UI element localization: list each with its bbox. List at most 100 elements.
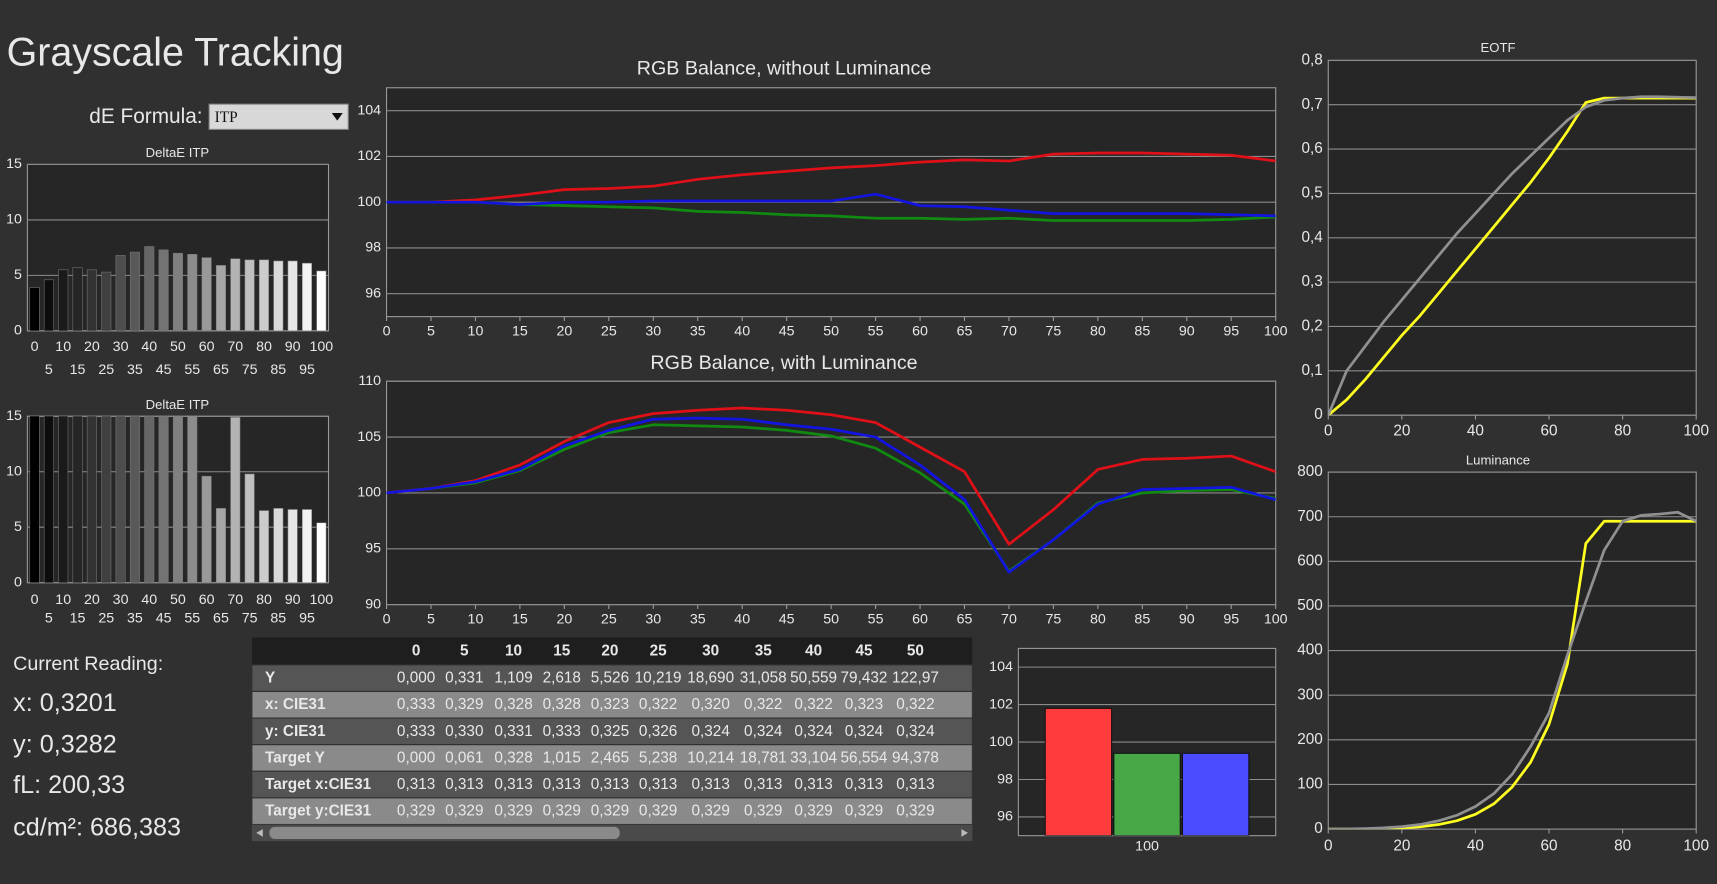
table-cell: 0,324 bbox=[896, 723, 935, 740]
bar bbox=[230, 258, 241, 331]
x-tick-label: 100 bbox=[1683, 423, 1709, 440]
bar bbox=[172, 252, 183, 331]
table-cell: 79,432 bbox=[841, 670, 888, 687]
x-tick-label: 5 bbox=[45, 611, 53, 627]
bar bbox=[29, 416, 40, 583]
x-tick-label: 40 bbox=[1467, 838, 1484, 855]
x-tick-label: 90 bbox=[285, 592, 301, 608]
y-tick-label: 600 bbox=[1297, 552, 1323, 569]
table-scrollbar[interactable] bbox=[251, 824, 973, 842]
table-cell: 0,324 bbox=[845, 723, 884, 740]
table-cell: 0,333 bbox=[543, 723, 581, 740]
bar bbox=[58, 416, 69, 583]
bar bbox=[158, 249, 169, 331]
bar bbox=[29, 287, 40, 331]
table-cell: 0,329 bbox=[494, 803, 532, 820]
y-tick-label: 10 bbox=[6, 464, 22, 480]
table-cell: 5,526 bbox=[591, 670, 629, 687]
y-tick-label: 100 bbox=[357, 485, 381, 501]
chart: DeltaE ITP051015051015202530354045505560… bbox=[6, 397, 333, 627]
chart: 96 98 100 102 104 100 bbox=[989, 647, 1277, 854]
plot-body bbox=[1044, 707, 1250, 836]
column-header: 50 bbox=[907, 643, 924, 660]
table-cell: 0,322 bbox=[744, 696, 782, 713]
y-tick-label: 5 bbox=[14, 519, 22, 535]
row-label: y: CIE31 bbox=[265, 723, 326, 740]
table-cell: 0,000 bbox=[397, 670, 435, 687]
table-cell: 2,618 bbox=[543, 670, 581, 687]
dropdown-value[interactable]: ITP bbox=[215, 109, 238, 126]
table-cell: 31,058 bbox=[740, 670, 787, 687]
table-cell: 0,313 bbox=[591, 776, 629, 793]
x-tick-label: 80 bbox=[1614, 838, 1631, 855]
x-tick-label: 55 bbox=[184, 362, 200, 378]
table-row bbox=[251, 717, 973, 746]
x-tick-label: 5 bbox=[427, 612, 435, 628]
x-tick-label: 45 bbox=[156, 611, 172, 627]
y-tick-label: 96 bbox=[997, 809, 1013, 825]
bar bbox=[301, 509, 313, 583]
table-cell: 0,328 bbox=[494, 749, 532, 766]
x-tick-label: 100 bbox=[1135, 838, 1159, 854]
table-cell: 0,313 bbox=[639, 776, 677, 793]
x-tick-label: 0 bbox=[31, 339, 39, 355]
y-tick-label: 0,7 bbox=[1301, 96, 1322, 113]
table-cell: 0,324 bbox=[794, 723, 833, 740]
y-tick-label: 0,4 bbox=[1301, 229, 1323, 246]
bar bbox=[101, 416, 112, 583]
formula-dropdown[interactable]: ITP bbox=[208, 103, 349, 130]
x-tick-label: 75 bbox=[1046, 324, 1062, 340]
x-tick-label: 75 bbox=[242, 362, 258, 378]
y-tick-label: 102 bbox=[357, 148, 381, 164]
y-tick-label: 200 bbox=[1297, 731, 1323, 748]
x-tick-label: 60 bbox=[912, 612, 928, 628]
x-tick-label: 20 bbox=[84, 592, 100, 608]
bar bbox=[244, 259, 255, 331]
y-tick-label: 5 bbox=[14, 267, 22, 283]
bar bbox=[258, 259, 269, 331]
table-cell: 0,329 bbox=[845, 803, 883, 820]
chart: RGB Balance, with Luminance9095100105110… bbox=[357, 352, 1287, 628]
x-tick-label: 65 bbox=[213, 611, 229, 627]
dropdown-arrow[interactable] bbox=[331, 112, 343, 121]
x-tick-label: 40 bbox=[141, 339, 157, 355]
x-tick-label: 45 bbox=[779, 612, 795, 628]
y-tick-label: 500 bbox=[1297, 597, 1323, 614]
x-tick-label: 20 bbox=[556, 612, 572, 628]
bar bbox=[316, 270, 327, 331]
plot-body bbox=[1328, 95, 1697, 416]
y-tick-label: 0 bbox=[1314, 820, 1323, 837]
x-tick-label: 10 bbox=[55, 592, 71, 608]
x-tick-label: 35 bbox=[690, 324, 706, 340]
x-tick-label: 75 bbox=[242, 611, 258, 627]
x-tick-label: 50 bbox=[170, 339, 186, 355]
column-header: 0 bbox=[412, 643, 421, 660]
x-tick-label: 90 bbox=[1179, 324, 1195, 340]
bar bbox=[201, 257, 212, 331]
chart-title: DeltaE ITP bbox=[146, 397, 210, 412]
x-tick-label: 100 bbox=[1683, 838, 1709, 855]
x-tick-label: 60 bbox=[199, 592, 215, 608]
column-header: 35 bbox=[755, 643, 773, 660]
table-cell: 0,329 bbox=[744, 803, 782, 820]
y-tick-label: 98 bbox=[997, 771, 1013, 787]
table-cell: 0,329 bbox=[794, 803, 832, 820]
bar bbox=[72, 267, 83, 331]
y-tick-label: 15 bbox=[6, 156, 22, 172]
y-tick-label: 100 bbox=[1297, 776, 1323, 793]
dropdown-box[interactable] bbox=[208, 103, 349, 130]
scrollbar-thumb[interactable] bbox=[269, 826, 620, 839]
table-cell: 0,329 bbox=[543, 803, 581, 820]
table-cell: 0,320 bbox=[691, 696, 729, 713]
table-cell: 0,323 bbox=[591, 696, 629, 713]
scroll-left[interactable] bbox=[256, 829, 263, 837]
scroll-right[interactable] bbox=[961, 829, 969, 837]
table-cell: 33,104 bbox=[790, 749, 837, 766]
table-cell: 5,238 bbox=[639, 749, 677, 766]
x-tick-label: 80 bbox=[1614, 423, 1631, 440]
table-cell: 0,329 bbox=[445, 696, 483, 713]
column-header: 30 bbox=[702, 643, 719, 660]
x-tick-label: 30 bbox=[113, 339, 129, 355]
column-header: 5 bbox=[460, 643, 469, 660]
bar bbox=[129, 251, 140, 331]
